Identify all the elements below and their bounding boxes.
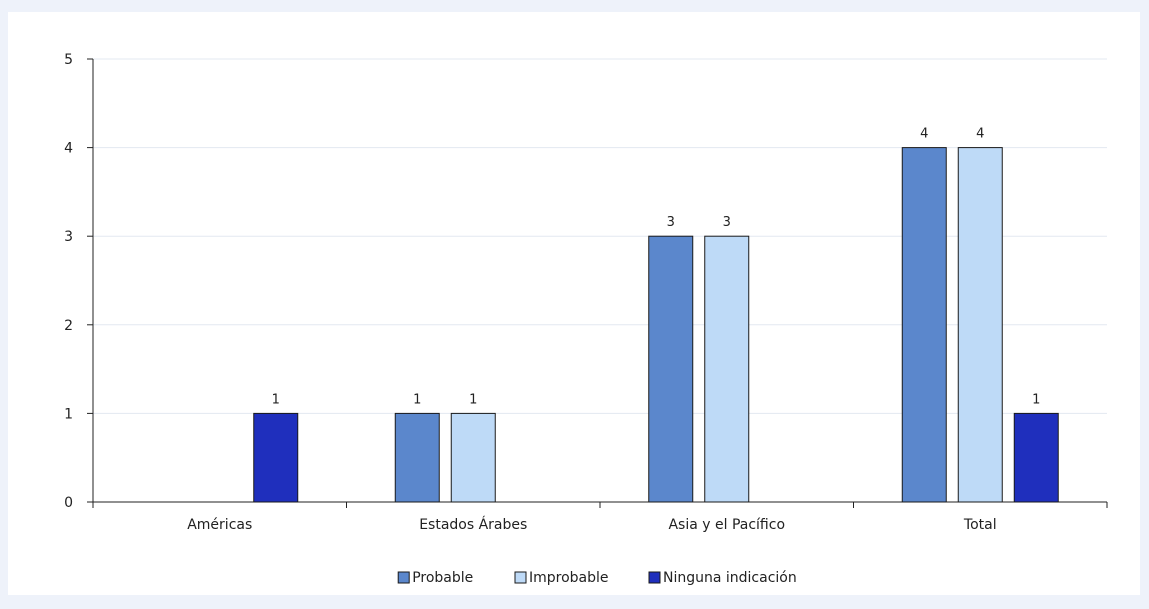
plot-group: 0 1 2 3 4 5 Américas 1 Estados Árabes 1 1 Asia y el… [64, 52, 1107, 586]
bar-ninguna-indicación-3 [1014, 413, 1058, 502]
data-label-0-1: 1 [413, 392, 421, 407]
bar-probable-3 [902, 148, 946, 502]
bar-probable-1 [395, 413, 439, 502]
legend-label-2: Ninguna indicación [663, 570, 797, 586]
data-label-2-3: 1 [1032, 392, 1040, 407]
y-tick-label-0: 0 [64, 495, 73, 511]
legend-label-1: Improbable [529, 570, 609, 586]
x-tick-label-1: Estados Árabes [419, 516, 527, 533]
bar-chart: 0 1 2 3 4 5 Américas 1 Estados Árabes 1 1 Asia y el… [8, 12, 1149, 609]
bar-ninguna-indicación-0 [254, 413, 298, 502]
bar-probable-2 [649, 236, 693, 502]
bar-improbable-3 [958, 148, 1002, 502]
data-label-0-2: 3 [667, 215, 675, 230]
y-tick-label-5: 5 [64, 52, 73, 68]
legend-swatch-2 [649, 572, 660, 583]
bar-improbable-2 [705, 236, 749, 502]
x-tick-label-2: Asia y el Pacífico [668, 517, 785, 533]
data-label-0-3: 4 [920, 127, 928, 142]
y-tick-label-3: 3 [64, 229, 73, 245]
data-label-2-0: 1 [272, 392, 280, 407]
legend-swatch-0 [398, 572, 409, 583]
data-label-1-2: 3 [723, 215, 731, 230]
legend-label-0: Probable [412, 570, 473, 586]
y-tick-label-4: 4 [64, 141, 73, 157]
chart-frame: 0 1 2 3 4 5 Américas 1 Estados Árabes 1 1 Asia y el… [8, 12, 1140, 595]
x-tick-label-0: Américas [187, 517, 252, 533]
y-tick-label-2: 2 [64, 318, 73, 334]
legend-swatch-1 [515, 572, 526, 583]
x-tick-label-3: Total [963, 517, 997, 533]
bar-improbable-1 [451, 413, 495, 502]
data-label-1-1: 1 [469, 392, 477, 407]
data-label-1-3: 4 [976, 127, 984, 142]
y-tick-label-1: 1 [64, 406, 73, 422]
